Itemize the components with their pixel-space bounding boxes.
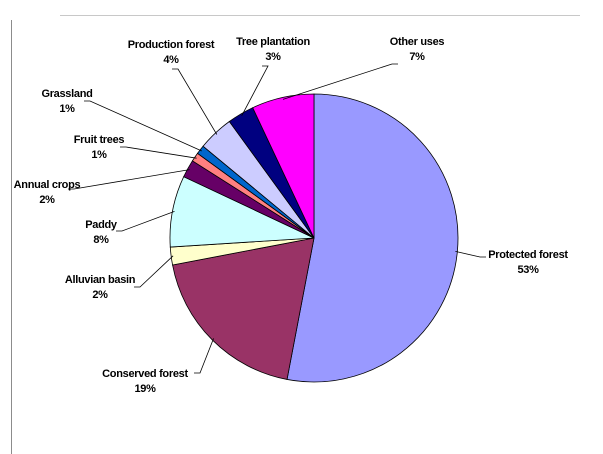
leader-line-grassland [84,100,202,152]
slice-value-grassland: 1% [59,103,75,115]
leader-line-paddy [116,211,175,232]
slice-label-production-forest: Production forest [128,39,215,51]
slice-value-paddy: 8% [93,234,109,246]
slice-value-protected-forest: 53% [517,264,539,276]
leader-line-alluvian-basin [134,255,174,288]
slice-label-paddy: Paddy [85,219,118,231]
slice-value-conserved-forest: 19% [134,383,156,395]
slice-label-conserved-forest: Conserved forest [102,368,188,380]
leader-line-conserved-forest [194,338,214,374]
slice-label-fruit-trees: Fruit trees [74,134,125,146]
leader-line-other-uses [282,63,398,100]
slice-value-alluvian-basin: 2% [92,289,108,301]
slice-label-annual-crops: Annual crops [14,179,81,191]
leader-line-fruit-trees [120,146,197,159]
slice-value-other-uses: 7% [409,51,425,63]
slice-label-protected-forest: Protected forest [488,249,568,261]
slice-value-fruit-trees: 1% [91,149,107,161]
leader-line-production-forest [172,68,218,135]
frame-left-border [11,20,12,454]
slice-labels: Protected forest 53% Conserved forest 19% Al… [14,36,569,395]
slice-label-alluvian-basin: Alluvian basin [65,274,136,286]
slice-label-tree-plantation: Tree plantation [236,36,310,48]
slice-other-uses [252,93,315,239]
slice-value-tree-plantation: 3% [265,51,281,63]
slice-label-other-uses: Other uses [390,36,445,48]
pie-slices [169,93,459,383]
leader-line-annual-crops [68,169,190,190]
slice-value-production-forest: 4% [163,54,179,66]
slice-conserved-forest [172,237,315,380]
leader-line-tree-plantation [241,65,269,116]
slice-value-annual-crops: 2% [39,194,55,206]
frame-top-border [60,15,580,16]
leader-line-protected-forest [455,251,486,258]
leader-lines [68,63,486,374]
slice-label-grassland: Grassland [41,88,92,100]
